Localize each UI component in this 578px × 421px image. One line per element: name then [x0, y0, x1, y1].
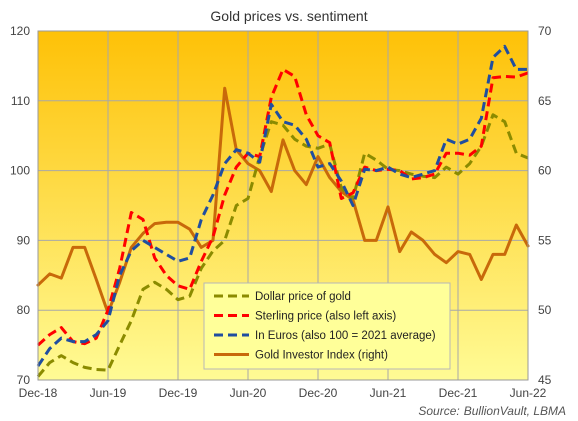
series-line-0	[36, 113, 529, 378]
series-line-3	[36, 86, 530, 315]
x-tick-label: Jun-20	[230, 386, 267, 400]
x-tick-label: Dec-18	[19, 386, 58, 400]
x-tick-label: Dec-20	[299, 386, 338, 400]
y-left-tick-label: 90	[17, 233, 31, 247]
legend-label: In Euros (also 100 = 2021 average)	[255, 330, 436, 342]
x-tick-label: Dec-21	[439, 386, 478, 400]
y-right-tick-label: 55	[538, 233, 552, 247]
y-right-tick-label: 50	[538, 303, 552, 317]
plot-border	[37, 30, 529, 381]
y-left-tick-label: 80	[17, 303, 31, 317]
legend-label: Sterling price (also left axis)	[255, 311, 396, 323]
x-tick-label: Jun-19	[90, 386, 127, 400]
legend-label: Gold Investor Index (right)	[255, 350, 388, 362]
chart-title: Gold prices vs. sentiment	[210, 8, 367, 24]
source-label: Source:	[418, 404, 459, 418]
y-right-tick-label: 65	[538, 94, 552, 108]
y-left-tick-label: 110	[11, 94, 30, 108]
y-left-tick-label: 100	[10, 164, 30, 178]
x-tick-label: Jun-22	[510, 386, 547, 400]
series-line-1	[36, 67, 529, 347]
y-right-tick-label: 70	[538, 24, 552, 38]
x-tick-label: Jun-21	[370, 386, 407, 400]
source-note: Source: BullionVault, LBMA	[418, 404, 566, 418]
legend-label: Dollar price of gold	[255, 291, 351, 303]
y-left-tick-label: 70	[17, 373, 31, 387]
y-left-tick-label: 120	[10, 24, 30, 38]
legend: Dollar price of gold Sterling price (also…	[203, 282, 451, 370]
y-right-tick-label: 60	[538, 164, 552, 178]
x-tick-label: Dec-19	[159, 386, 198, 400]
y-right-tick-label: 45	[538, 373, 552, 387]
series-layer	[36, 44, 530, 378]
source-text: BullionVault, LBMA	[464, 404, 566, 418]
